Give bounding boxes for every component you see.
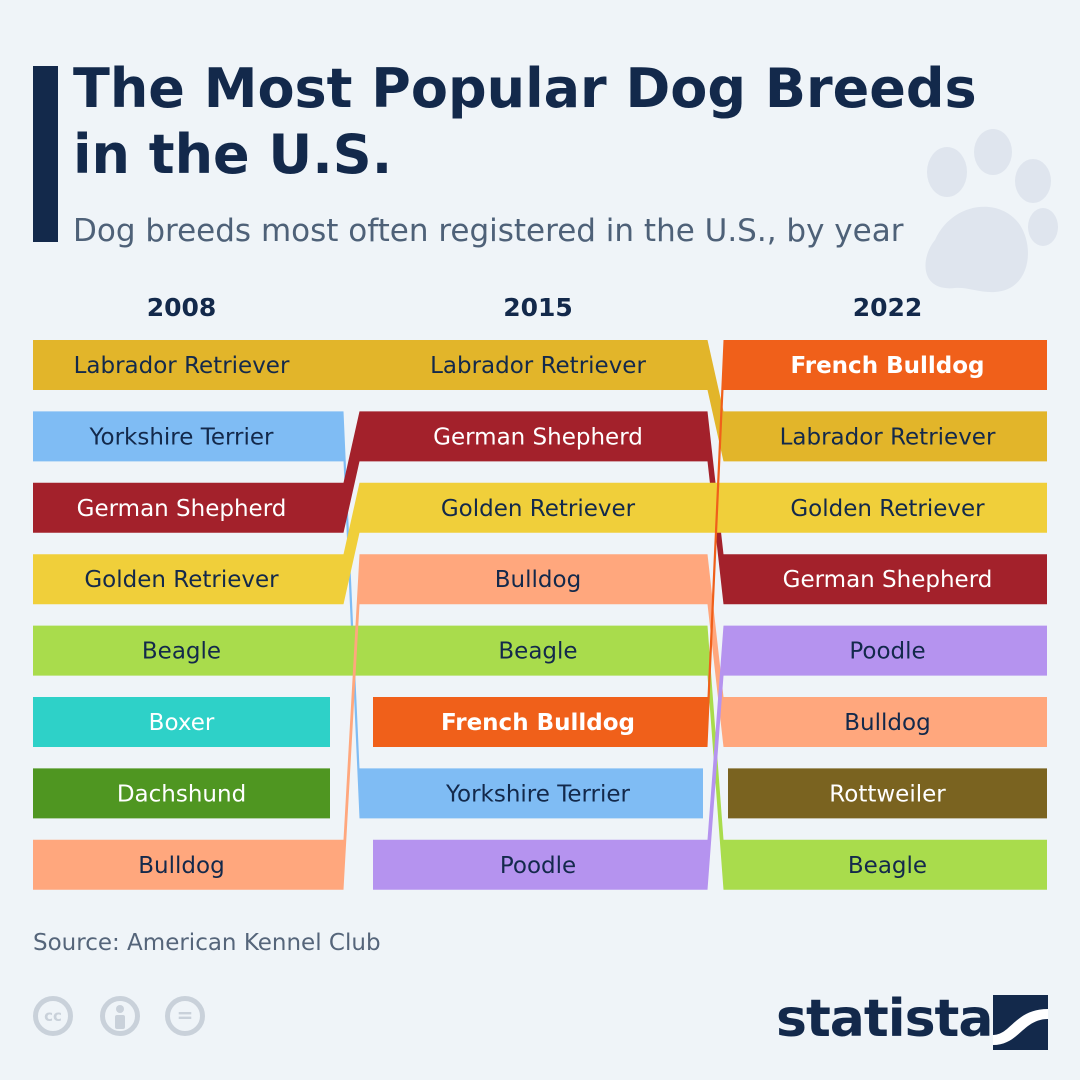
band-french-bulldog	[373, 340, 1047, 747]
label-2008-beagle: Beagle	[142, 639, 221, 665]
chart-subtitle: Dog breeds most often registered in the …	[73, 213, 904, 249]
band-rottweiler	[728, 768, 1047, 819]
band-poodle	[373, 625, 1047, 890]
label-2022-poodle: Poodle	[849, 639, 925, 665]
year-label-2015: 2015	[503, 293, 573, 322]
label-2022-labrador-retriever: Labrador Retriever	[780, 424, 996, 450]
statista-logo[interactable]: statista	[776, 989, 993, 1049]
label-2015-bulldog: Bulldog	[495, 567, 581, 593]
label-2008-dachshund: Dachshund	[117, 781, 246, 807]
label-2008-german-shepherd: German Shepherd	[77, 496, 287, 522]
band-yorkshire-terrier	[33, 411, 703, 819]
label-2008-boxer: Boxer	[149, 710, 215, 736]
band-golden-retriever	[33, 482, 1047, 605]
label-2015-beagle: Beagle	[498, 639, 577, 665]
label-2015-german-shepherd: German Shepherd	[433, 424, 643, 450]
label-2015-french-bulldog: French Bulldog	[441, 710, 635, 736]
label-2015-yorkshire-terrier: Yorkshire Terrier	[445, 781, 631, 807]
nd-icon[interactable]: =	[165, 996, 205, 1036]
label-2022-french-bulldog: French Bulldog	[791, 353, 985, 379]
band-labrador-retriever	[33, 340, 1047, 462]
paw-icon	[925, 129, 1058, 293]
band-german-shepherd	[33, 411, 1047, 605]
cc-icon[interactable]: cc	[33, 996, 73, 1036]
source-note: Source: American Kennel Club	[33, 930, 381, 956]
band-boxer	[33, 697, 330, 747]
chart-title: The Most Popular Dog Breeds in the U.S.	[73, 57, 977, 186]
label-2015-golden-retriever: Golden Retriever	[441, 496, 636, 522]
label-2022-rottweiler: Rottweiler	[829, 781, 946, 807]
band-dachshund	[33, 768, 330, 819]
label-2008-golden-retriever: Golden Retriever	[84, 567, 279, 593]
band-bulldog	[33, 554, 1047, 890]
by-icon[interactable]	[100, 996, 140, 1036]
title-accent-bar	[33, 66, 58, 242]
statista-logo-icon	[993, 995, 1048, 1050]
label-2022-german-shepherd: German Shepherd	[783, 567, 993, 593]
band-beagle	[33, 625, 1047, 890]
year-label-2022: 2022	[853, 293, 923, 322]
label-2015-labrador-retriever: Labrador Retriever	[430, 353, 646, 379]
label-2022-bulldog: Bulldog	[844, 710, 930, 736]
label-2015-poodle: Poodle	[500, 853, 576, 879]
label-2008-yorkshire-terrier: Yorkshire Terrier	[89, 424, 275, 450]
year-label-2008: 2008	[147, 293, 217, 322]
label-2008-labrador-retriever: Labrador Retriever	[74, 353, 290, 379]
label-2008-bulldog: Bulldog	[138, 853, 224, 879]
label-2022-golden-retriever: Golden Retriever	[790, 496, 985, 522]
label-2022-beagle: Beagle	[848, 853, 927, 879]
